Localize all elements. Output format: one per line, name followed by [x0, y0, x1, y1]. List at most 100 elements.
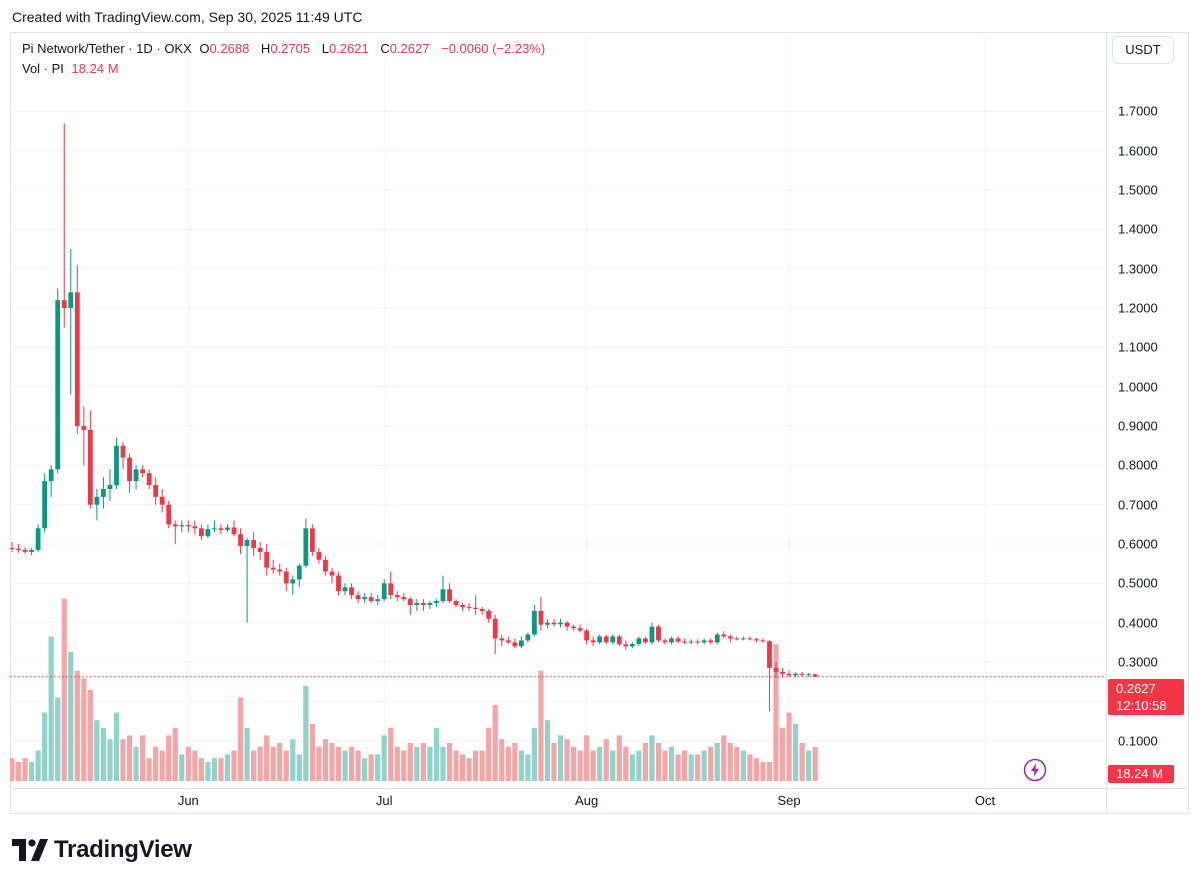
- volume-bar: [309, 724, 315, 781]
- candle-body: [368, 597, 374, 602]
- volume-bar: [74, 670, 80, 781]
- symbol-title[interactable]: Pi Network/Tether · 1D · OKX: [22, 41, 192, 56]
- volume-bar: [799, 743, 805, 781]
- candle-body: [362, 597, 368, 600]
- volume-bar: [335, 746, 342, 781]
- candle-body: [688, 641, 694, 643]
- price-tick-label: 0.6000: [1118, 536, 1158, 552]
- lightning-icon[interactable]: [1023, 758, 1047, 782]
- candle-body: [407, 599, 413, 605]
- created-with-label: Created with TradingView.com, Sep 30, 20…: [12, 9, 363, 25]
- candle-body: [68, 292, 74, 309]
- candle-body: [447, 589, 452, 602]
- candle-body: [296, 565, 302, 580]
- open-value: 0.2688: [209, 41, 250, 56]
- candle-body: [140, 469, 145, 474]
- volume-bar: [224, 754, 231, 781]
- volume-bar: [218, 758, 224, 781]
- volume-bar: [257, 746, 263, 781]
- volume-bar: [42, 712, 48, 781]
- volume-bar: [322, 739, 329, 781]
- candle-body: [616, 636, 622, 645]
- volume-bar: [355, 750, 361, 781]
- volume-bar: [642, 743, 649, 781]
- volume-bar: [577, 750, 583, 781]
- volume-bar: [773, 644, 779, 781]
- candle-body: [780, 671, 785, 674]
- candle-body: [401, 597, 407, 600]
- volume-bar: [394, 746, 400, 781]
- candle-body: [192, 526, 198, 529]
- volume-bar: [590, 750, 596, 781]
- candle-body: [682, 641, 687, 643]
- candle-body: [466, 606, 472, 608]
- volume-bar: [753, 758, 760, 781]
- candle-body: [564, 622, 570, 627]
- candle-body: [212, 528, 217, 530]
- candle-body: [101, 488, 106, 497]
- volume-bar: [492, 705, 498, 781]
- volume-bar: [505, 746, 511, 781]
- candle-body: [427, 603, 433, 605]
- volume-bar: [714, 743, 720, 781]
- candle-body: [29, 549, 34, 552]
- volume-bar: [48, 636, 54, 781]
- volume-tag: 18.24 M: [1108, 765, 1174, 783]
- candle-body: [283, 571, 289, 584]
- volume-bar: [87, 689, 93, 781]
- volume-bar: [290, 739, 296, 781]
- candle-body: [610, 636, 616, 643]
- volume-bar: [283, 750, 289, 781]
- candle-body: [420, 603, 426, 605]
- candle-body: [440, 589, 446, 602]
- volume-bar: [205, 762, 211, 781]
- volume-bar: [473, 750, 479, 781]
- price-tick-label: 0.3000: [1118, 654, 1158, 670]
- candle-body: [571, 626, 576, 629]
- volume-bar: [518, 750, 524, 781]
- volume-bar: [401, 750, 407, 781]
- price-tick-label: 0.8000: [1118, 457, 1158, 473]
- time-tick-label: Jul: [375, 793, 393, 808]
- volume-legend: Vol · PI 18.24 M: [22, 61, 123, 76]
- candle-body: [153, 485, 159, 497]
- change-value: −0.0060 (−2.23%): [441, 41, 546, 56]
- candle-body: [133, 469, 139, 482]
- volume-bar: [68, 651, 74, 781]
- candle-body: [499, 638, 505, 641]
- volume-bar: [727, 743, 733, 781]
- candle-body: [656, 626, 661, 641]
- candle-body: [708, 640, 714, 643]
- last-price-value: 0.2627: [1116, 681, 1156, 696]
- volume-bar: [538, 670, 544, 781]
- price-tick-label: 1.2000: [1118, 300, 1158, 316]
- volume-bar: [708, 746, 714, 781]
- candle-body: [597, 636, 603, 643]
- candle-body: [166, 504, 172, 525]
- candle-body: [603, 636, 609, 643]
- volume-label[interactable]: Vol · PI: [22, 61, 64, 76]
- candle-body: [55, 300, 61, 470]
- volume-bar: [688, 754, 694, 781]
- candle-body: [120, 445, 126, 458]
- volume-bar: [636, 750, 642, 781]
- low-value: 0.2621: [328, 41, 369, 56]
- price-tick-label: 0.9000: [1118, 418, 1158, 434]
- price-tick-label: 1.6000: [1118, 143, 1158, 159]
- tradingview-logo[interactable]: TradingView: [12, 836, 192, 864]
- volume-bar: [812, 746, 818, 781]
- open-label: O: [199, 41, 210, 56]
- candle-body: [94, 496, 100, 505]
- close-value: 0.2627: [389, 41, 430, 56]
- candle-body: [629, 643, 635, 647]
- candle-body: [649, 626, 655, 643]
- candle-body: [486, 610, 492, 619]
- price-tick-label: 0.5000: [1118, 575, 1158, 591]
- volume-bar: [793, 724, 799, 781]
- candlestick-chart[interactable]: [10, 32, 1105, 788]
- currency-button[interactable]: USDT: [1112, 36, 1174, 64]
- candle-body: [545, 622, 550, 625]
- volume-bar: [427, 746, 433, 781]
- candle-body: [231, 527, 237, 535]
- volume-bar: [525, 754, 531, 781]
